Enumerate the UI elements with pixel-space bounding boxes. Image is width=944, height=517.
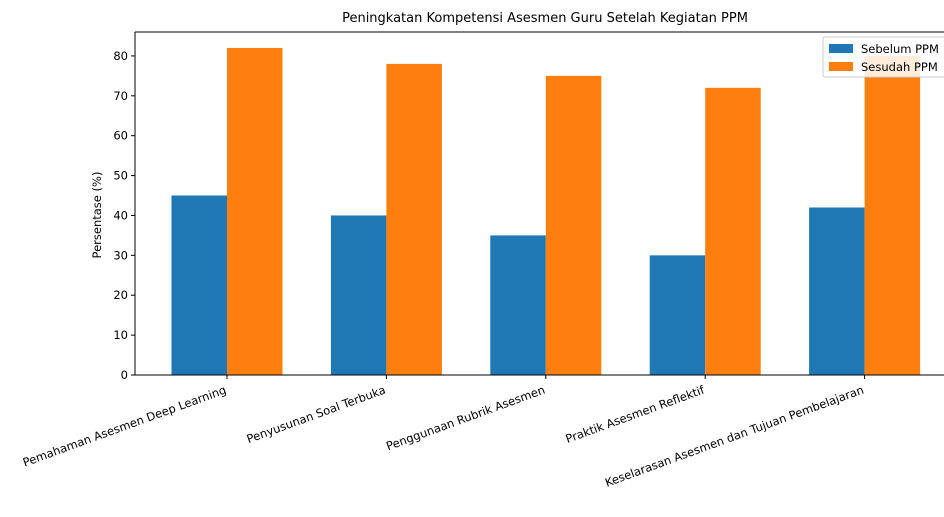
y-tick-label-20: 20: [113, 288, 128, 302]
bar-sebelum-1: [330, 215, 387, 375]
plot-area: 0 10 20 30 40 50 60 70 80 Pemahaman Asesmen Deep …: [21, 31, 944, 490]
legend-label-sebelum: Sebelum PPM: [861, 42, 939, 56]
x-tick-label-3: Praktik Asesmen Reflektif: [564, 382, 707, 446]
y-tick-label-10: 10: [113, 328, 128, 342]
x-tick-label-1: Penyusunan Soal Terbuka: [245, 383, 388, 446]
x-tick-label-0: Pemahaman Asesmen Deep Learning: [21, 383, 228, 470]
bar-sesudah-4: [864, 55, 921, 375]
x-tick-label-2: Penggunaan Rubrik Asesmen: [384, 383, 547, 454]
y-tick-label-70: 70: [113, 89, 128, 103]
bar-sebelum-4: [809, 207, 865, 375]
legend-swatch-sesudah: [829, 62, 853, 71]
chart-title: Peningkatan Kompetensi Asesmen Guru Sete…: [342, 11, 748, 26]
bar-sebelum-3: [649, 255, 706, 375]
legend-label-sesudah: Sesudah PPM: [861, 60, 938, 74]
bar-sesudah-2: [545, 75, 602, 375]
y-tick-label-30: 30: [113, 248, 128, 262]
bar-sebelum-0: [171, 195, 227, 375]
y-tick-label-80: 80: [113, 49, 128, 63]
y-axis-label: Persentase (%): [90, 172, 104, 259]
bar-sesudah-3: [705, 87, 761, 375]
legend-swatch-sebelum: [829, 44, 853, 53]
bar-sebelum-2: [490, 235, 546, 375]
y-tick-label-50: 50: [113, 169, 128, 183]
bar-sesudah-0: [227, 47, 283, 375]
y-tick-label-0: 0: [121, 368, 128, 382]
legend-box: [822, 36, 944, 78]
bar-sesudah-1: [386, 63, 442, 375]
x-tick-label-4: Keselarasan Asesmen dan Tujuan Pembelaja…: [603, 383, 866, 490]
y-tick-label-60: 60: [113, 129, 128, 143]
y-tick-label-40: 40: [113, 208, 128, 222]
